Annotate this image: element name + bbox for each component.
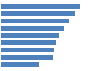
Bar [1,62,39,67]
Bar [1,19,69,23]
Bar [1,11,75,16]
Bar [1,26,64,31]
Bar [1,4,80,9]
Bar [1,33,58,38]
Bar [1,55,53,60]
Bar [1,48,54,52]
Bar [1,40,56,45]
